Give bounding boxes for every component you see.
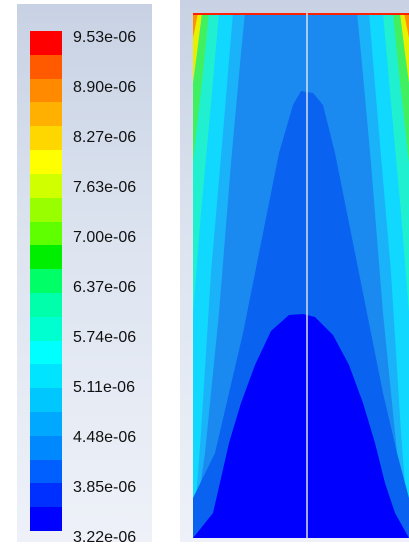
legend-swatch <box>30 245 62 270</box>
contour-plot <box>180 0 409 542</box>
legend-swatch <box>30 316 62 341</box>
legend-label: 3.85e-06 <box>73 479 137 496</box>
legend-label: 3.22e-06 <box>73 529 137 546</box>
legend-swatch <box>30 483 62 508</box>
legend-swatch <box>30 292 62 317</box>
legend-swatch <box>30 340 62 365</box>
legend-labels: 9.53e-06 8.90e-06 8.27e-06 7.63e-06 7.00… <box>73 4 149 546</box>
legend-label: 7.63e-06 <box>73 179 137 196</box>
legend-label: 6.37e-06 <box>73 279 137 296</box>
legend-label: 8.90e-06 <box>73 79 137 96</box>
legend-swatch <box>30 54 62 79</box>
legend-swatch <box>30 197 62 222</box>
contour-band-deep-blue <box>193 314 409 538</box>
legend-swatch <box>30 31 62 55</box>
color-legend: 9.53e-06 8.90e-06 8.27e-06 7.63e-06 7.00… <box>17 4 152 546</box>
legend-swatch <box>30 364 62 389</box>
legend-label: 5.74e-06 <box>73 329 137 346</box>
legend-swatch <box>30 78 62 103</box>
contour-band-right-wall-5 <box>404 13 409 38</box>
legend-label: 4.48e-06 <box>73 429 137 446</box>
legend-label: 9.53e-06 <box>73 29 137 46</box>
legend-swatch <box>30 435 62 460</box>
legend-swatch <box>30 102 62 127</box>
legend-label: 8.27e-06 <box>73 129 137 146</box>
legend-swatch <box>30 269 62 293</box>
legend-swatch <box>30 150 62 174</box>
legend-swatch <box>30 507 62 532</box>
legend-label: 5.11e-06 <box>73 379 135 396</box>
contour-band-left-wall-4 <box>193 13 202 83</box>
legend-swatch <box>30 126 62 151</box>
legend-swatch <box>30 173 62 198</box>
contour-band-left-wall-5 <box>193 13 198 38</box>
contour-field <box>193 13 409 538</box>
legend-swatch <box>30 459 62 484</box>
legend-swatch <box>30 412 62 436</box>
top-wall <box>193 13 409 15</box>
legend-colorbar <box>30 31 62 532</box>
legend-label: 7.00e-06 <box>73 229 137 246</box>
contour-band-right-wall-4 <box>400 13 409 83</box>
legend-swatch <box>30 221 62 246</box>
legend-swatch <box>30 388 62 412</box>
